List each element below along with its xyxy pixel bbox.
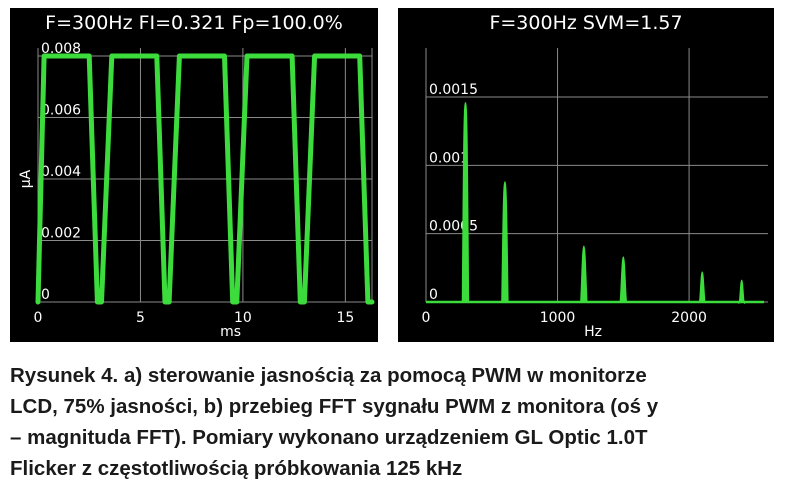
chart-a-title: F=300Hz FI=0.321 Fp=100.0% (45, 12, 343, 34)
fft-chart: 0 1000 2000 0 0.0005 0.001 0.0015 Hz F=300Hz SV… (398, 8, 774, 342)
caption-line: LCD, 75% jasności, b) przebieg FFT sygna… (10, 395, 659, 418)
y-tick-label: 0.006 (41, 103, 81, 119)
spectrum-peak (501, 181, 509, 303)
y-tick-label: 0.004 (41, 164, 81, 180)
y-tick-label: 0.0015 (429, 82, 478, 98)
x-tick-label: 1000 (540, 310, 576, 326)
x-axis-label: Hz (584, 324, 602, 340)
y-axis-label: µA (18, 169, 34, 188)
spectrum-peak (619, 256, 628, 303)
fft-plot: 0 1000 2000 0 0.0005 0.001 0.0015 Hz (422, 48, 768, 340)
spectrum-peak (580, 245, 588, 303)
caption-line: Flicker z częstotliwością próbkowania 12… (10, 457, 463, 480)
x-axis-label: ms (220, 324, 241, 340)
x-tick-label: 5 (136, 310, 145, 326)
caption-line: – magnituda FFT). Pomiary wykonano urząd… (10, 426, 648, 449)
caption-line: Rysunek 4. a) sterowanie jasnością za po… (10, 364, 647, 387)
y-tick-label: 0.0005 (429, 219, 478, 235)
spectrum-peak (737, 279, 746, 304)
figure-caption: Rysunek 4. a) sterowanie jasnością za po… (10, 360, 780, 484)
time-domain-chart: 0 5 10 15 0 0.002 0.004 0.006 0.008 ms µA F=300Hz … (10, 8, 378, 342)
spectrum-peak (461, 101, 470, 303)
x-tick-label: 10 (234, 310, 252, 326)
y-tick-label: 0 (429, 287, 438, 303)
pwm-waveform-line (35, 53, 375, 305)
y-tick-label: 0 (41, 287, 50, 303)
x-tick-label: 0 (422, 310, 431, 326)
x-tick-label: 15 (336, 310, 354, 326)
spectrum-peak (698, 271, 706, 303)
x-tick-label: 2000 (671, 310, 707, 326)
chart-b-title: F=300Hz SVM=1.57 (489, 12, 683, 34)
x-tick-label: 0 (34, 310, 43, 326)
y-tick-label: 0.008 (41, 41, 81, 57)
time-domain-plot: 0 5 10 15 0 0.002 0.004 0.006 0.008 ms µA (18, 41, 375, 340)
y-tick-label: 0.002 (41, 226, 81, 242)
y-tick-label: 0.001 (429, 150, 469, 166)
